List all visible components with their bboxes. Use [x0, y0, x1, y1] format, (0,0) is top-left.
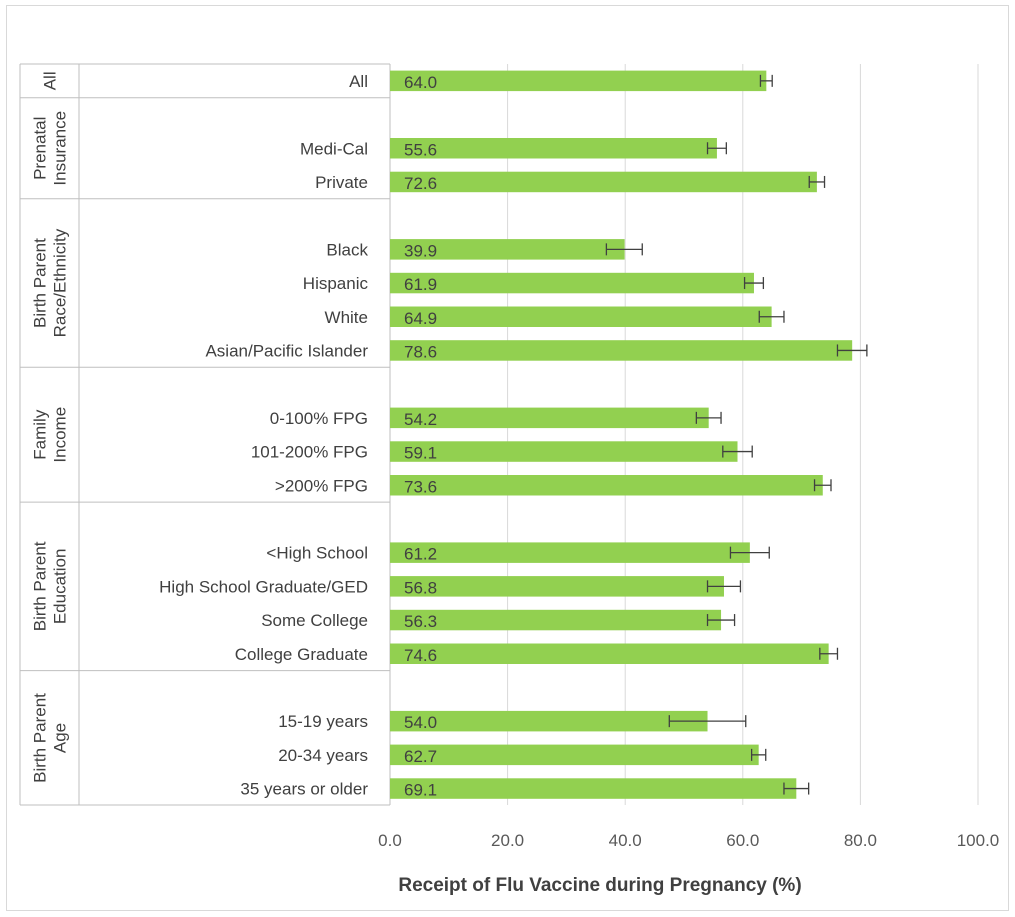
category-label-200-fpg: >200% FPG — [275, 476, 368, 495]
category-label-hispanic: Hispanic — [303, 274, 369, 293]
group-label-family-income-line-1: Income — [51, 407, 70, 463]
group-label-birth-parent-race-ethnicity-line-1: Race/Ethnicity — [51, 228, 70, 337]
data-label-all: 64.0 — [404, 73, 437, 92]
data-label-101-200-fpg: 59.1 — [404, 444, 437, 463]
category-label-college-graduate: College Graduate — [235, 645, 368, 664]
bar-high-school — [390, 542, 750, 563]
x-tick-label-0: 0.0 — [378, 831, 402, 850]
group-label-family-income-line-0: Family — [31, 409, 50, 460]
group-label-birth-parent-age-line-1: Age — [51, 723, 70, 753]
data-label-high-school-graduate-ged: 56.8 — [404, 578, 437, 597]
x-tick-label-2: 40.0 — [609, 831, 642, 850]
group-label-birth-parent-education-line-1: Education — [51, 549, 70, 625]
category-label-black: Black — [326, 240, 368, 259]
group-label-birth-parent-age-line-0: Birth Parent — [31, 693, 50, 783]
group-label-birth-parent-education-line-0: Birth Parent — [31, 541, 50, 631]
category-label-high-school: <High School — [266, 544, 368, 563]
bar-college-graduate — [390, 643, 829, 664]
x-tick-label-4: 80.0 — [844, 831, 877, 850]
data-label-college-graduate: 74.6 — [404, 646, 437, 665]
bar-some-college — [390, 609, 722, 631]
category-label-20-34-years: 20-34 years — [278, 746, 368, 765]
category-label-0-100-fpg: 0-100% FPG — [270, 409, 368, 428]
bar-white — [390, 306, 772, 327]
category-label-medi-cal: Medi-Cal — [300, 139, 368, 158]
data-label-0-100-fpg: 54.2 — [404, 410, 437, 429]
bar-private — [390, 171, 817, 193]
category-label-high-school-graduate-ged: High School Graduate/GED — [159, 577, 368, 596]
bar-medi-cal — [390, 138, 717, 159]
data-label-white: 64.9 — [404, 309, 437, 328]
category-label-all: All — [349, 72, 368, 91]
bar-15-19-years — [390, 710, 708, 732]
data-label-private: 72.6 — [404, 174, 437, 193]
category-label-asian-pacific-islander: Asian/Pacific Islander — [205, 341, 368, 360]
data-label-35-years-or-older: 69.1 — [404, 781, 437, 800]
data-label-black: 39.9 — [404, 241, 437, 260]
bar-20-34-years — [390, 744, 759, 766]
bar-hispanic — [390, 272, 754, 294]
data-label-medi-cal: 55.6 — [404, 140, 437, 159]
bar-0-100-fpg — [390, 407, 709, 429]
data-label-high-school: 61.2 — [404, 545, 437, 564]
bar-all — [390, 70, 767, 92]
x-tick-label-1: 20.0 — [491, 831, 524, 850]
x-tick-label-5: 100.0 — [957, 831, 1000, 850]
data-label-asian-pacific-islander: 78.6 — [404, 342, 437, 361]
bar-101-200-fpg — [390, 441, 738, 462]
data-label-15-19-years: 54.0 — [404, 713, 437, 732]
category-label-15-19-years: 15-19 years — [278, 712, 368, 731]
category-label-some-college: Some College — [261, 611, 368, 630]
data-label-200-fpg: 73.6 — [404, 477, 437, 496]
group-label-all-line-0: All — [41, 71, 60, 90]
x-axis-title: Receipt of Flu Vaccine during Pregnancy … — [398, 875, 801, 896]
data-label-20-34-years: 62.7 — [404, 747, 437, 766]
data-label-hispanic: 61.9 — [404, 275, 437, 294]
bar-black — [390, 239, 625, 260]
bar-high-school-graduate-ged — [390, 576, 724, 597]
category-label-101-200-fpg: 101-200% FPG — [251, 443, 368, 462]
group-label-prenatal-insurance-line-1: Insurance — [51, 111, 70, 186]
bar-35-years-or-older — [390, 778, 797, 799]
bar-200-fpg — [390, 475, 823, 496]
category-label-35-years-or-older: 35 years or older — [240, 780, 368, 799]
category-label-white: White — [325, 308, 368, 327]
group-label-prenatal-insurance-line-0: Prenatal — [31, 117, 50, 180]
x-tick-label-3: 60.0 — [726, 831, 759, 850]
data-label-some-college: 56.3 — [404, 612, 437, 631]
bar-asian-pacific-islander — [390, 340, 853, 361]
group-label-birth-parent-race-ethnicity-line-0: Birth Parent — [31, 238, 50, 328]
category-label-private: Private — [315, 173, 368, 192]
